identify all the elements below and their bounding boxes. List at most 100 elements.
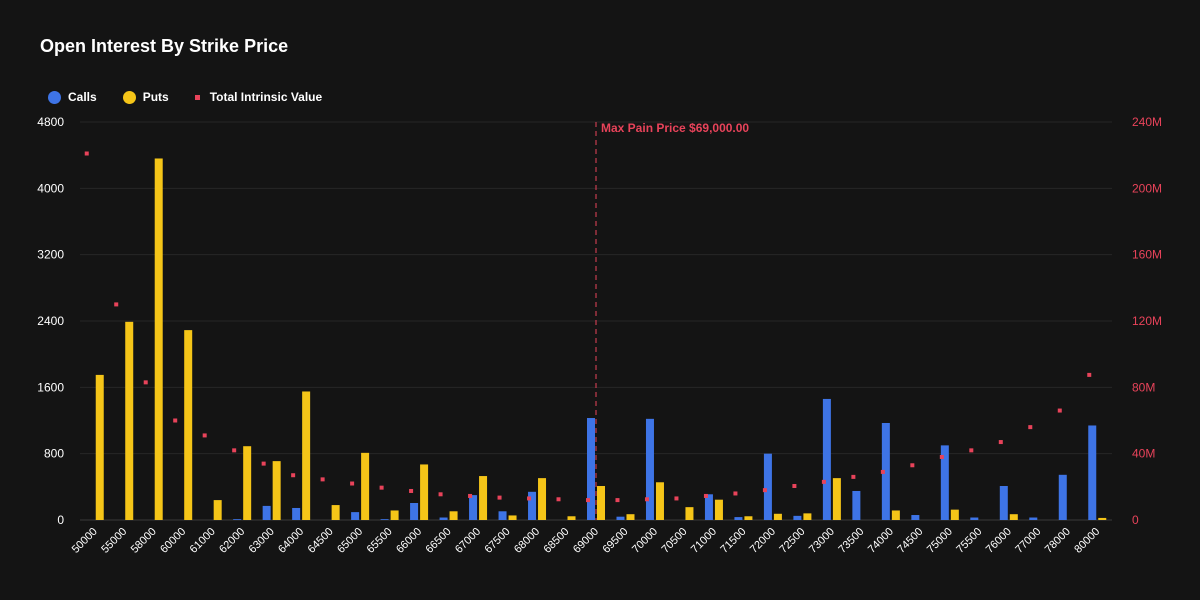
puts-bar [803, 513, 812, 520]
x-tick-label: 70500 [659, 526, 689, 556]
intrinsic-point [438, 492, 443, 497]
y-right-tick-label: 40M [1132, 447, 1155, 461]
intrinsic-point [644, 497, 649, 502]
calls-bar [262, 505, 271, 520]
x-tick-label: 65000 [335, 526, 365, 556]
x-tick-label: 64000 [276, 526, 306, 556]
calls-bar [469, 495, 478, 520]
calls-bar [587, 418, 595, 520]
x-tick-label: 78000 [1043, 526, 1073, 556]
puts-bar [302, 391, 311, 520]
x-tick-label: 80000 [1072, 526, 1102, 556]
calls-bar [970, 517, 979, 520]
puts-bar [714, 499, 723, 520]
legend-item-intrinsic[interactable]: Total Intrinsic Value [194, 90, 323, 104]
calls-bar [911, 515, 920, 520]
y-left-tick-label: 2400 [37, 314, 64, 328]
puts-bar [154, 158, 163, 520]
puts-bar [449, 511, 458, 520]
intrinsic-point [1028, 425, 1033, 430]
intrinsic-point [821, 479, 826, 484]
calls-bar [292, 507, 301, 520]
intrinsic-point [202, 433, 207, 438]
puts-bar [744, 516, 753, 520]
puts-bar [685, 507, 694, 520]
intrinsic-point [1087, 372, 1092, 377]
x-tick-label: 50000 [70, 526, 100, 556]
calls-bar [763, 453, 772, 520]
intrinsic-point [173, 418, 178, 423]
intrinsic-point [232, 448, 237, 453]
puts-bar [626, 514, 635, 520]
calls-bar [940, 445, 949, 520]
y-left-tick-label: 0 [57, 513, 64, 527]
y-right-tick-label: 0 [1132, 513, 1139, 527]
intrinsic-point [556, 497, 561, 502]
calls-bar [410, 503, 419, 520]
puts-bar [361, 452, 370, 520]
intrinsic-point [762, 488, 767, 493]
intrinsic-point [497, 495, 502, 500]
x-tick-label: 75000 [925, 526, 955, 556]
puts-bar [125, 321, 134, 520]
calls-bar [616, 516, 625, 520]
intrinsic-point [851, 474, 856, 479]
intrinsic-point [379, 485, 384, 490]
calls-bar [1058, 474, 1067, 520]
intrinsic-point [291, 473, 296, 478]
x-tick-label: 73000 [807, 526, 837, 556]
legend-item-puts[interactable]: Puts [122, 90, 169, 104]
puts-bar [1098, 517, 1107, 520]
intrinsic-point [880, 469, 885, 474]
legend-label-intrinsic: Total Intrinsic Value [209, 90, 323, 104]
x-tick-label: 71000 [689, 526, 719, 556]
calls-bar [1088, 425, 1097, 520]
x-tick-label: 73500 [836, 526, 866, 556]
puts-bar [243, 446, 252, 520]
x-tick-label: 58000 [129, 526, 159, 556]
x-tick-label: 71500 [718, 526, 748, 556]
puts-legend-dot-icon [122, 90, 136, 104]
calls-bar [351, 512, 360, 520]
x-tick-label: 74000 [866, 526, 896, 556]
puts-bar [479, 476, 488, 520]
legend-item-calls[interactable]: Calls [48, 90, 97, 104]
x-tick-label: 69500 [600, 526, 630, 556]
calls-bar [528, 491, 537, 520]
intrinsic-point [586, 498, 590, 503]
calls-bar [498, 511, 507, 520]
puts-bar [655, 482, 664, 520]
y-left-tick-label: 4800 [37, 115, 64, 129]
calls-bar [734, 517, 743, 520]
intrinsic-point [527, 496, 532, 501]
puts-bar [95, 374, 104, 520]
x-tick-label: 66500 [424, 526, 454, 556]
calls-bar [852, 490, 861, 520]
y-left-tick-label: 1600 [37, 380, 64, 394]
intrinsic-point [114, 302, 119, 307]
calls-bar [704, 494, 713, 520]
legend: Calls Puts Total Intrinsic Value [48, 90, 348, 104]
intrinsic-point [1057, 408, 1062, 413]
x-tick-label: 76000 [984, 526, 1014, 556]
x-tick-label: 68000 [512, 526, 542, 556]
x-tick-label: 62000 [217, 526, 247, 556]
y-right-tick-label: 160M [1132, 248, 1162, 262]
max-pain-label: Max Pain Price $69,000.00 [601, 121, 749, 135]
x-tick-label: 60000 [158, 526, 188, 556]
intrinsic-point [409, 488, 414, 493]
puts-bar [832, 478, 841, 520]
puts-bar [331, 505, 340, 520]
calls-bar [793, 515, 802, 520]
calls-bar [439, 517, 448, 520]
puts-bar [567, 516, 576, 520]
y-left-tick-label: 800 [44, 447, 64, 461]
x-tick-label: 72000 [748, 526, 778, 556]
x-tick-label: 55000 [99, 526, 129, 556]
puts-bar [891, 510, 900, 520]
x-tick-label: 75500 [954, 526, 984, 556]
x-tick-label: 74500 [895, 526, 925, 556]
intrinsic-point [84, 151, 89, 156]
x-tick-label: 69000 [571, 526, 601, 556]
